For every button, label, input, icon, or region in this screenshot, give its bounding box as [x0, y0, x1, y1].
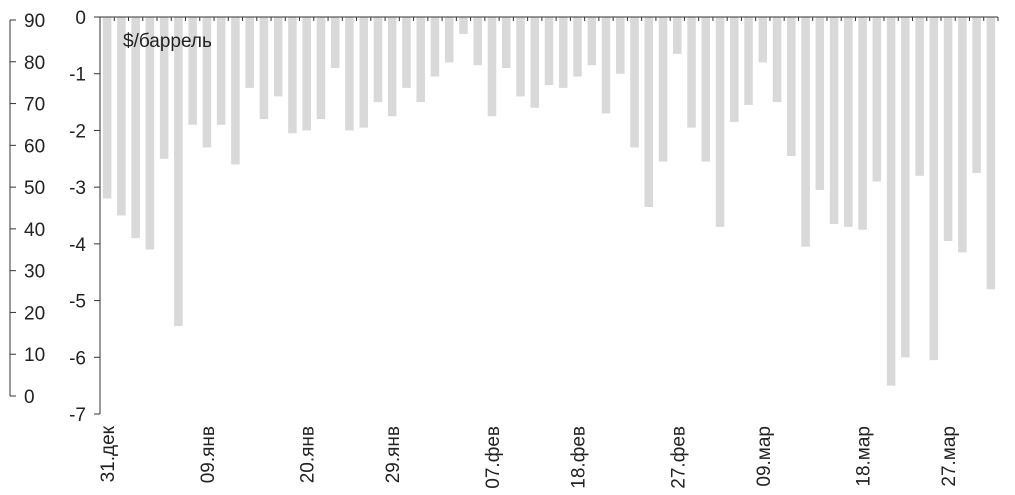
bar [174, 17, 183, 327]
bar [744, 17, 753, 105]
bar [387, 17, 397, 117]
bar [644, 17, 654, 207]
bar [815, 17, 825, 190]
left-tick-label: 50 [24, 178, 45, 199]
y-tick-label: 0 [75, 8, 86, 29]
bar [915, 17, 924, 176]
left-tick-label: 30 [24, 262, 45, 283]
bar [131, 17, 140, 239]
bar [544, 17, 554, 86]
bar [402, 17, 411, 88]
left-tick-label: 20 [24, 303, 45, 324]
bar [231, 17, 240, 165]
x-tick-label: 09.янв [198, 426, 219, 483]
left-tick-label: 70 [24, 95, 45, 116]
x-tick-label: 18.фев [569, 426, 590, 489]
bar [658, 17, 668, 162]
bar [302, 17, 311, 131]
x-tick-label: 27.мар [939, 426, 960, 487]
bar [787, 17, 796, 156]
left-tick-label: 80 [24, 53, 45, 74]
bar [473, 17, 482, 66]
left-y-axis: 0 10 20 30 40 50 60 70 80 90 [9, 11, 45, 408]
bar [102, 17, 112, 199]
bar [259, 17, 269, 120]
x-axis: 31.дек 09.янв 20.янв 29.янв 07.фев 18.фев 27.ф… [98, 16, 999, 489]
y-tick-label: -5 [69, 292, 86, 313]
y-tick-label: -6 [69, 348, 86, 369]
bar [558, 17, 568, 88]
x-tick-label: 27.фев [668, 426, 689, 489]
bar [487, 17, 497, 117]
x-tick-label: 07.фев [483, 426, 504, 489]
bar [601, 17, 611, 114]
y-tick-label: -2 [69, 121, 86, 142]
x-tick-label: 20.янв [298, 426, 319, 483]
bar [715, 17, 725, 227]
y-tick-label: -4 [69, 235, 86, 256]
y-tick-label: -7 [69, 405, 86, 426]
bar [159, 17, 169, 159]
bar [345, 17, 354, 131]
bar [202, 17, 212, 148]
bar [587, 17, 597, 66]
bar [844, 17, 853, 227]
bar [901, 17, 910, 358]
bar [501, 17, 511, 69]
y-tick-label: -3 [69, 178, 86, 199]
bar [459, 17, 468, 35]
bar [929, 17, 939, 361]
bar [330, 17, 340, 69]
y-tick-label: -1 [69, 65, 86, 86]
bar [829, 17, 839, 225]
bar [430, 17, 440, 77]
left-tick-label: 10 [24, 345, 45, 366]
bar [630, 17, 639, 148]
bar [145, 17, 155, 250]
bar [359, 17, 368, 128]
left-tick-label: 0 [24, 387, 35, 408]
bar [615, 17, 625, 74]
bar [758, 17, 768, 63]
bar [216, 17, 226, 125]
bar [872, 17, 882, 182]
bar [188, 17, 197, 125]
bar [886, 17, 896, 386]
bar [858, 17, 867, 230]
left-tick-label: 90 [24, 11, 45, 32]
bar [117, 17, 126, 216]
x-tick-label: 29.янв [383, 426, 404, 483]
bars [102, 17, 996, 386]
x-tick-label: 09.мар [754, 426, 775, 487]
bar [373, 17, 383, 103]
left-tick-label: 60 [24, 136, 45, 157]
bar [288, 17, 297, 134]
bar [444, 17, 454, 63]
bar [673, 17, 682, 54]
left-tick-label: 40 [24, 220, 45, 241]
bar [730, 17, 739, 122]
bar [530, 17, 540, 108]
bar [573, 17, 582, 77]
bar [687, 17, 696, 128]
bar [943, 17, 953, 242]
bar [772, 17, 782, 103]
y-axis: 0 -1 -2 -3 -4 -5 -6 -7 [69, 8, 101, 426]
bar [801, 17, 810, 247]
bar [986, 17, 996, 290]
bar [245, 17, 254, 88]
bar [958, 17, 967, 253]
x-tick-label: 18.мар [854, 426, 875, 487]
unit-annotation: $/баррель [123, 31, 212, 52]
x-tick-label: 31.дек [98, 425, 119, 482]
bar [316, 17, 326, 120]
bar [516, 17, 525, 97]
bar [273, 17, 283, 97]
bar [701, 17, 711, 162]
bar [416, 17, 425, 103]
bar [972, 17, 981, 173]
